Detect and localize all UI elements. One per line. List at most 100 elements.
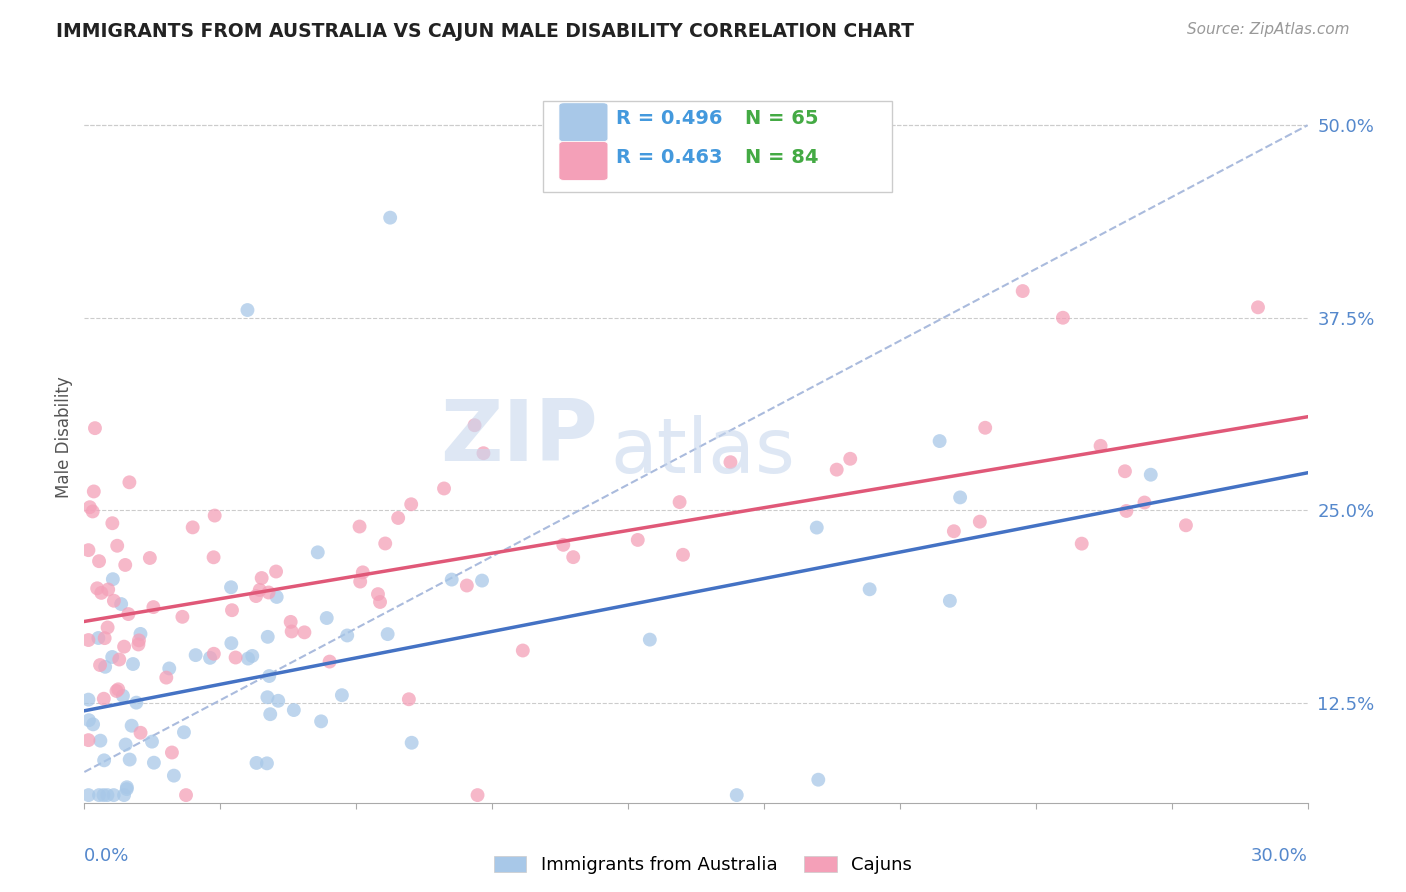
Point (256, 690, 278, 705)
Point (1247, 301, 1270, 315)
Point (725, 788, 748, 802)
Point (249, 582, 271, 597)
Point (101, 650, 124, 665)
FancyBboxPatch shape (560, 103, 607, 142)
Point (77, 788, 100, 802)
Point (105, 684, 128, 698)
Point (128, 633, 150, 648)
Point (280, 615, 302, 629)
Point (82, 504, 104, 518)
Point (93, 753, 115, 767)
Legend: Immigrants from Australia, Cajuns: Immigrants from Australia, Cajuns (494, 855, 912, 874)
Point (90, 586, 112, 600)
Point (219, 580, 242, 594)
Point (77, 713, 100, 727)
Point (77, 543, 100, 558)
Point (352, 566, 374, 580)
Point (266, 590, 288, 604)
Point (84, 421, 107, 435)
Point (121, 719, 143, 733)
Point (93, 691, 115, 706)
Point (101, 572, 124, 586)
Point (939, 594, 962, 608)
Text: IMMIGRANTS FROM AUSTRALIA VS CAJUN MALE DISABILITY CORRELATION CHART: IMMIGRANTS FROM AUSTRALIA VS CAJUN MALE … (56, 22, 914, 41)
Point (336, 628, 359, 642)
Point (111, 689, 134, 703)
Point (225, 650, 247, 665)
Point (318, 655, 340, 669)
Point (553, 538, 575, 552)
Point (256, 756, 278, 771)
Point (1139, 467, 1161, 482)
Point (97, 582, 120, 597)
Y-axis label: Male Disability: Male Disability (55, 376, 73, 498)
Point (456, 578, 478, 592)
Point (1070, 536, 1092, 550)
FancyBboxPatch shape (560, 142, 607, 180)
Point (315, 611, 337, 625)
Point (118, 475, 141, 490)
Point (349, 574, 371, 589)
Point (77, 633, 100, 648)
Point (638, 632, 661, 647)
Point (122, 657, 145, 671)
Point (374, 536, 396, 550)
Point (859, 582, 882, 597)
Point (221, 603, 243, 617)
Point (221, 636, 243, 650)
Point (974, 421, 997, 435)
Point (89, 658, 111, 673)
Point (471, 574, 494, 588)
Point (142, 600, 165, 615)
Point (202, 647, 225, 661)
Point (720, 455, 742, 469)
FancyBboxPatch shape (543, 101, 891, 192)
Point (107, 682, 129, 697)
Point (464, 418, 486, 433)
Point (250, 571, 273, 585)
Point (259, 707, 281, 722)
Point (672, 548, 695, 562)
Text: 0.0%: 0.0% (84, 847, 129, 864)
Point (172, 609, 194, 624)
Point (125, 696, 148, 710)
Point (202, 550, 225, 565)
Point (82, 717, 104, 731)
Point (184, 648, 207, 662)
Point (280, 624, 302, 639)
Point (1115, 504, 1137, 518)
Point (387, 511, 409, 525)
Point (94, 660, 117, 674)
Point (86, 582, 108, 596)
Point (83, 484, 105, 499)
Point (127, 637, 149, 651)
Point (79, 500, 101, 515)
Point (204, 508, 226, 523)
Point (368, 595, 391, 609)
Point (87, 788, 110, 802)
Point (174, 788, 197, 802)
Text: N = 65: N = 65 (745, 110, 818, 128)
Point (142, 756, 165, 770)
Point (77, 692, 100, 706)
Point (103, 593, 125, 607)
Point (77, 733, 100, 747)
Point (114, 738, 136, 752)
Point (87, 631, 110, 645)
Point (267, 694, 290, 708)
Point (240, 648, 263, 663)
Text: 30.0%: 30.0% (1251, 847, 1308, 864)
Point (257, 669, 280, 683)
Point (1133, 495, 1156, 509)
Point (103, 788, 125, 802)
Point (245, 589, 267, 603)
Point (101, 516, 124, 531)
Point (1090, 439, 1112, 453)
Point (129, 627, 152, 641)
Point (949, 491, 972, 505)
Point (349, 519, 371, 533)
Point (112, 640, 135, 654)
Point (512, 643, 534, 657)
Point (440, 573, 463, 587)
Point (283, 703, 305, 717)
